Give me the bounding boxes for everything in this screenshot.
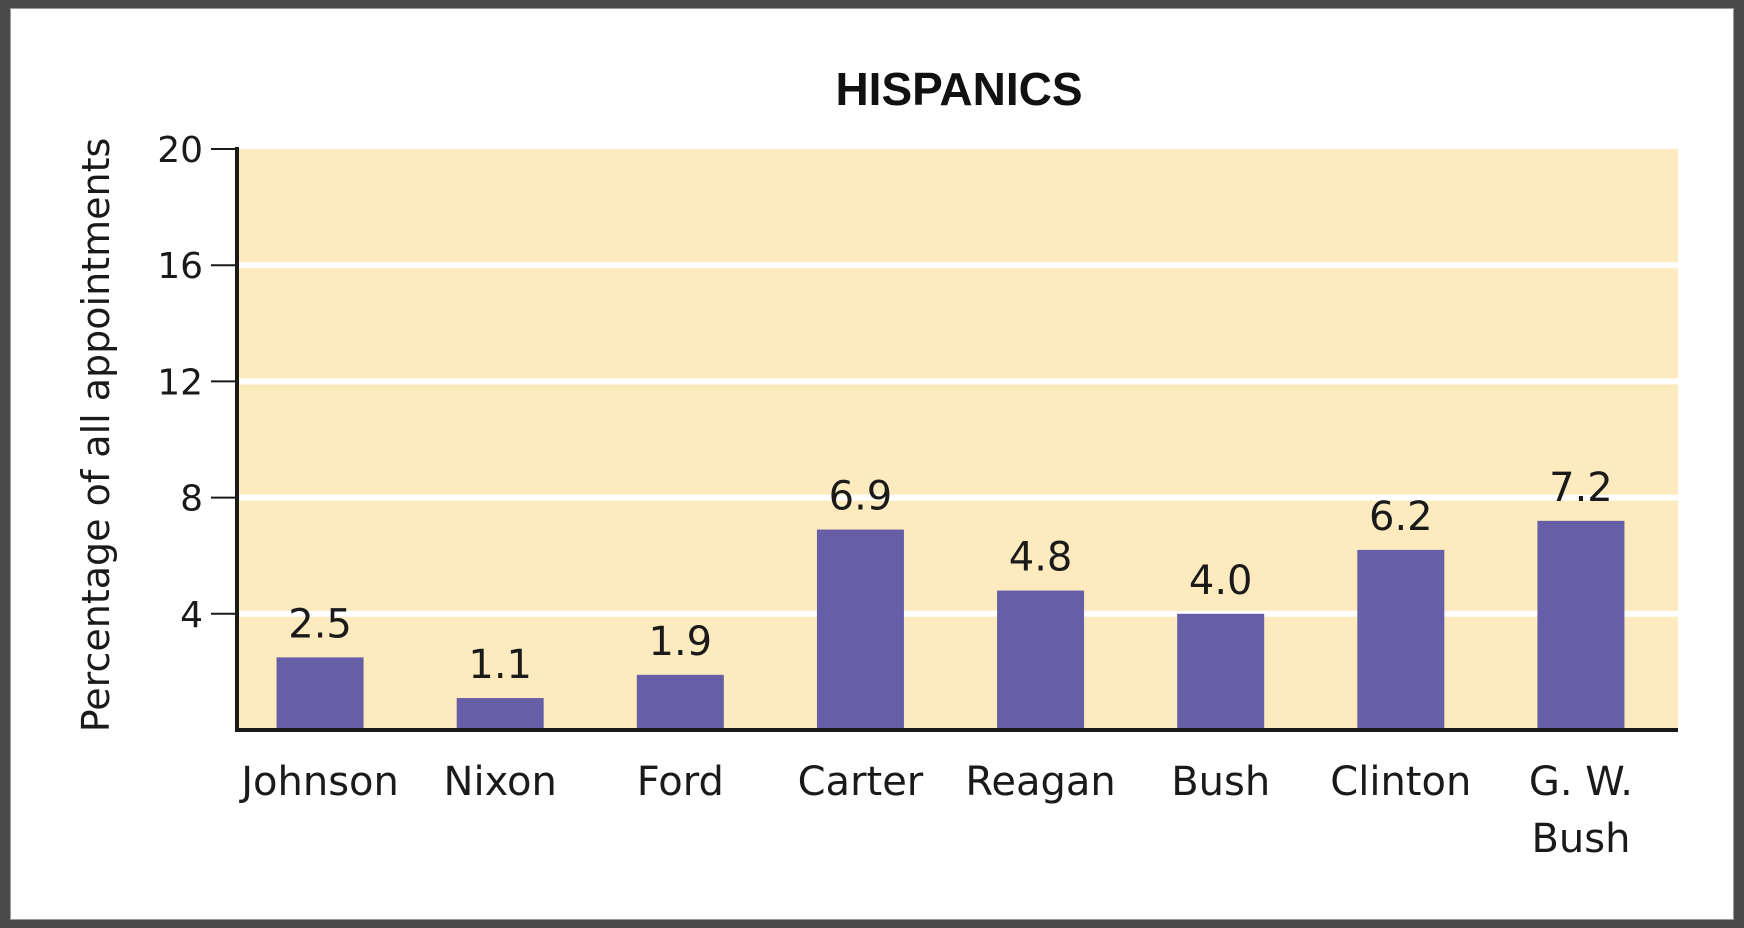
data-label: 1.1 [468, 642, 532, 688]
category-label: G. W. [1529, 759, 1633, 805]
bar-bush [1177, 613, 1265, 728]
category-label: Nixon [444, 759, 557, 805]
category-label: Reagan [965, 759, 1115, 805]
data-label: 2.5 [288, 601, 352, 647]
data-label: 4.0 [1189, 558, 1253, 604]
bar-nixon [456, 698, 544, 728]
data-label: 4.8 [1009, 535, 1073, 581]
bar-chart: 4 8 12 16 20 Johnson Nixon Ford Carter Reagan Bus… [74, 63, 1678, 862]
data-label: 6.9 [829, 474, 893, 520]
data-label: 7.2 [1549, 465, 1613, 511]
bars [276, 520, 1625, 728]
category-label: Clinton [1330, 759, 1471, 805]
bar-clinton [1357, 549, 1445, 728]
data-label: 1.9 [649, 619, 713, 665]
y-tick-label: 8 [180, 479, 203, 520]
chart-frame: 4 8 12 16 20 Johnson Nixon Ford Carter Reagan Bus… [10, 8, 1734, 920]
data-label: 6.2 [1369, 494, 1433, 540]
y-tick-label: 4 [180, 595, 203, 636]
category-label: Bush [1531, 816, 1630, 862]
category-label: Bush [1171, 759, 1270, 805]
chart-title: HISPANICS [835, 63, 1082, 115]
axes [235, 147, 1678, 732]
category-label: Carter [798, 759, 924, 805]
plot-background [237, 149, 1678, 730]
data-labels: 2.5 1.1 1.9 6.9 4.8 4.0 6.2 7.2 [288, 465, 1613, 688]
y-tick-label: 20 [157, 130, 203, 171]
bar-reagan [997, 590, 1085, 728]
bar-johnson [276, 657, 364, 728]
y-tick-label: 16 [157, 246, 203, 287]
y-axis-label: Percentage of all appointments [74, 138, 118, 733]
y-ticks: 4 8 12 16 20 [157, 130, 237, 636]
y-tick-label: 12 [157, 362, 203, 403]
bar-carter [816, 529, 904, 728]
bar-g-w-bush [1537, 520, 1625, 728]
category-label: Ford [637, 759, 724, 805]
category-labels: Johnson Nixon Ford Carter Reagan Bush Clinton G… [238, 759, 1633, 862]
category-label: Johnson [238, 759, 399, 805]
bar-ford [636, 674, 724, 728]
